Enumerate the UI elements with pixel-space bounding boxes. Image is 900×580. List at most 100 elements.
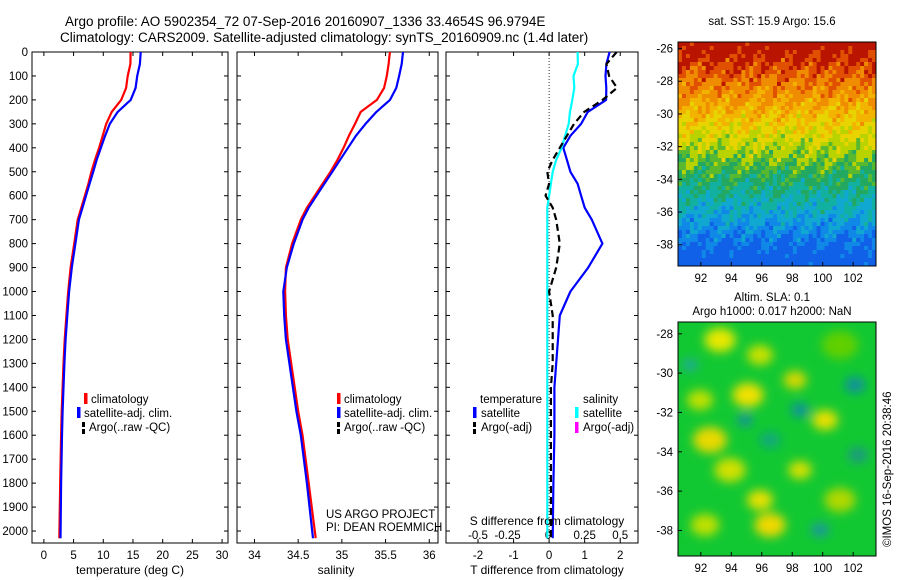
sst-cell [749, 126, 754, 131]
sst-cell [824, 194, 830, 199]
sst-cell [852, 98, 857, 103]
sst-cell [828, 78, 834, 83]
legend-swatch-sal-argo [575, 422, 579, 433]
sst-cell [864, 246, 869, 251]
sst-cell [808, 174, 814, 179]
sst-cell [848, 206, 853, 211]
sst-cell [745, 54, 750, 59]
map-y-tick-label: -34 [656, 447, 673, 459]
sst-cell [832, 114, 837, 119]
sst-cell [784, 166, 790, 171]
sst-cell [709, 242, 715, 247]
sst-cell [681, 166, 687, 171]
sst-cell [729, 78, 735, 83]
sst-cell [725, 58, 731, 63]
sst-cell [725, 114, 731, 119]
sst-cell [737, 66, 742, 71]
sst-cell [761, 130, 766, 135]
sst-cell [872, 106, 876, 111]
sst-cell [848, 222, 853, 227]
sst-cell [808, 42, 814, 47]
sst-cell [737, 230, 742, 235]
sst-cell [737, 186, 742, 191]
sst-cell [868, 90, 873, 95]
depth-tick-label: 1800 [2, 478, 28, 490]
sst-cell [800, 250, 806, 255]
sst-cell [757, 110, 762, 115]
sst-cell [777, 66, 782, 71]
sst-cell [753, 162, 758, 167]
sst-cell [796, 54, 802, 59]
sst-cell [709, 106, 715, 111]
sst-cell [741, 190, 746, 195]
sst-cell [808, 222, 814, 227]
sst-cell [832, 50, 837, 55]
sst-cell [693, 262, 699, 266]
sst-cell [678, 58, 683, 63]
sst-cell [705, 62, 711, 67]
sst-cell [685, 198, 691, 203]
sst-cell [681, 46, 687, 51]
sst-cell [697, 158, 703, 163]
sst-cell [796, 198, 802, 203]
sst-cell [705, 58, 711, 63]
sst-cell [701, 262, 707, 266]
sst-cell [678, 50, 683, 55]
sst-cell [729, 254, 735, 259]
sst-cell [725, 186, 731, 191]
sst-cell [777, 106, 782, 111]
sst-cell [753, 218, 758, 223]
sst-cell [848, 66, 853, 71]
sst-cell [765, 198, 770, 203]
sst-cell [678, 206, 683, 211]
sst-cell [733, 178, 738, 183]
sst-cell [792, 166, 798, 171]
sst-cell [868, 206, 873, 211]
sst-cell [681, 122, 687, 127]
sst-cell [860, 146, 865, 151]
sst-cell [780, 82, 786, 87]
sst-cell [757, 246, 762, 251]
sst-cell [844, 170, 849, 175]
sst-cell [709, 262, 715, 266]
sst-cell [788, 118, 794, 123]
sst-cell [828, 154, 834, 159]
sst-cell [745, 138, 750, 143]
sst-cell [678, 202, 683, 207]
sst-cell [852, 178, 857, 183]
sst-cell [765, 98, 770, 103]
sst-cell [721, 122, 727, 127]
sst-cell [800, 206, 806, 211]
sst-cell [745, 150, 750, 155]
sst-cell [693, 174, 699, 179]
sst-cell [868, 42, 873, 47]
sst-cell [713, 54, 719, 59]
sst-cell [864, 102, 869, 107]
sst-cell [788, 194, 794, 199]
sst-cell [800, 198, 806, 203]
sst-cell [828, 170, 834, 175]
sst-cell [681, 74, 687, 79]
sst-cell [681, 182, 687, 187]
sla-blob [810, 523, 830, 537]
sst-cell [840, 170, 845, 175]
sst-cell [777, 62, 782, 67]
sst-cell [769, 230, 774, 235]
sst-cell [836, 178, 841, 183]
sst-cell [765, 262, 770, 266]
sst-cell [780, 230, 786, 235]
sst-cell [765, 234, 770, 239]
sst-cell [824, 242, 830, 247]
sst-cell [864, 198, 869, 203]
sst-cell [824, 130, 830, 135]
sst-cell [832, 102, 837, 107]
sst-cell [820, 230, 826, 235]
sst-cell [848, 122, 853, 127]
sst-cell [812, 50, 818, 55]
sst-cell [725, 262, 731, 266]
sst-cell [780, 114, 786, 119]
sst-cell [693, 150, 699, 155]
sst-cell [749, 174, 754, 179]
difference-chart: -2 -1 0 1 2-0.5 -0.25 0 0.25 0.5 [446, 51, 638, 562]
sst-cell [828, 250, 834, 255]
